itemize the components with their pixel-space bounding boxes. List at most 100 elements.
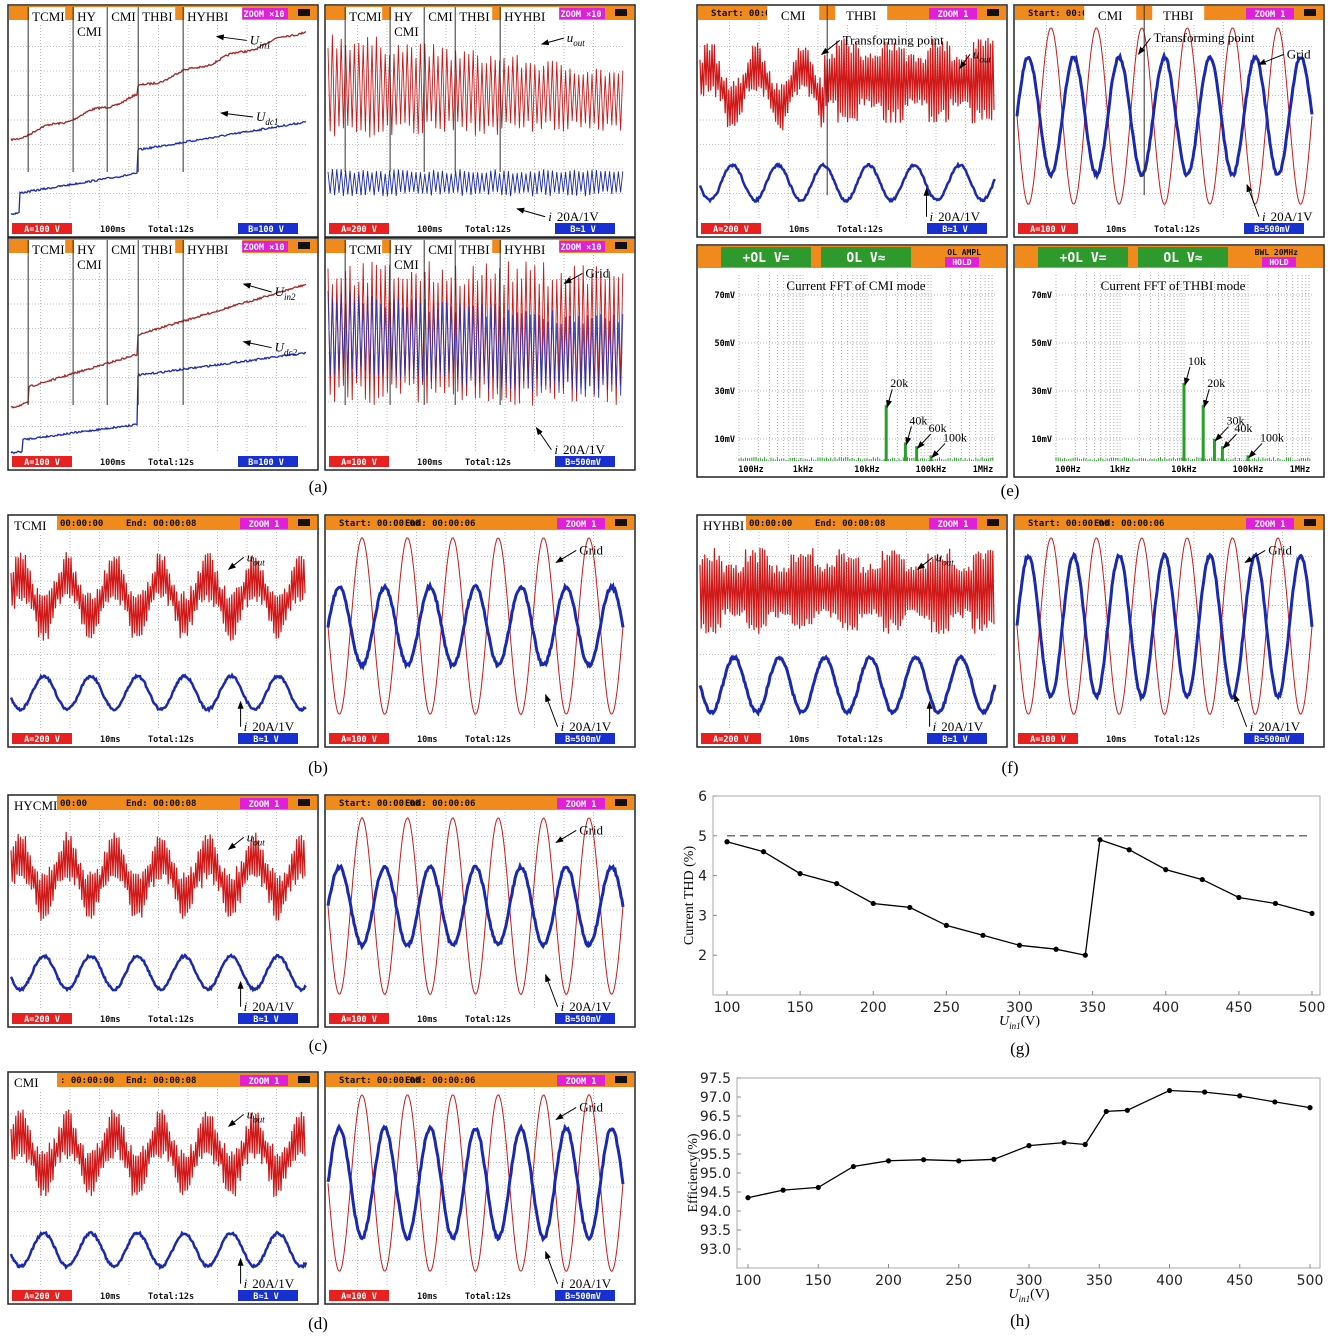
annotation: Grid <box>579 1099 603 1114</box>
zoom-text: ZOOM ×10 <box>244 10 285 20</box>
data-point <box>781 1188 786 1193</box>
status-text: 10ms <box>100 1292 120 1302</box>
status-text: Total:12s <box>465 1292 511 1302</box>
annotation: Grid <box>579 542 603 557</box>
data-point <box>1127 847 1132 852</box>
y-axis-label: Efficiency(%) <box>686 1133 701 1212</box>
fft-x-label: 100Hz <box>1055 465 1081 475</box>
annotation-note: 20A/1V <box>569 719 612 734</box>
data-point <box>816 1185 821 1190</box>
peak-label: 20k <box>1207 376 1225 390</box>
annotation: Grid <box>1287 46 1311 61</box>
readout: OL V≈ <box>1163 251 1202 266</box>
annotation-sub: dc1 <box>265 117 278 127</box>
annotation-note: 20A/1V <box>569 999 612 1014</box>
status-text: A=200 V <box>24 735 60 745</box>
mode-label: CMI <box>394 24 419 39</box>
fft-y-label: 10mV <box>715 435 735 445</box>
data-point <box>851 1164 856 1169</box>
scope-header-text: End: 00:00:06 <box>405 1076 475 1086</box>
fft-x-label: 100kHz <box>1233 465 1264 475</box>
annotation-note: 20A/1V <box>252 999 295 1014</box>
annotation-main: i <box>548 209 552 224</box>
annotation: i20A/1V <box>554 442 605 457</box>
mode-label: HYHBI <box>504 242 545 257</box>
annotation-main: Grid <box>579 542 603 557</box>
zoom-text: ZOOM 1 <box>566 1077 597 1087</box>
annotation-sub: out <box>573 38 585 48</box>
peak-label: 40k <box>909 413 927 427</box>
x-tick-label: 100 <box>735 1273 762 1289</box>
x-tick-label: 150 <box>805 1273 832 1289</box>
x-tick-label: 500 <box>1297 1273 1324 1289</box>
zoom-text: ZOOM 1 <box>938 520 969 530</box>
status-text: A=200 V <box>24 1015 60 1025</box>
fft-y-label: 30mV <box>1032 387 1052 397</box>
y-tick-label: 97.5 <box>700 1071 731 1087</box>
data-point <box>1097 837 1102 842</box>
fft-x-label: 100Hz <box>738 465 764 475</box>
annotation-note: 20A/1V <box>563 442 606 457</box>
fft-x-label: 10kHz <box>854 465 880 475</box>
panel-label: (g) <box>1010 1039 1030 1058</box>
mode-label: THBI <box>459 9 489 24</box>
x-tick-label: 350 <box>1079 1000 1106 1016</box>
mode-label: HYHBI <box>187 242 228 257</box>
annotation-main: Grid <box>585 265 609 280</box>
status-text: 10ms <box>100 735 120 745</box>
status-text: B≈1 V <box>253 1292 279 1302</box>
data-point <box>1062 1140 1067 1145</box>
peak-label: 20k <box>890 376 908 390</box>
x-tick-label: 250 <box>945 1273 972 1289</box>
status-text: 10ms <box>789 225 809 235</box>
annotation-main: Grid <box>579 822 603 837</box>
mode-label: TCMI <box>349 9 382 24</box>
data-point <box>871 901 876 906</box>
data-point <box>980 933 985 938</box>
annotation: i20A/1V <box>244 719 295 734</box>
annotation: i 20A/1V <box>933 719 984 734</box>
annotation: Transforming point <box>843 32 944 47</box>
annotation-main: i <box>1250 719 1254 734</box>
status-text: 100ms <box>417 225 443 235</box>
annotation: i20A/1V <box>244 999 295 1014</box>
scope-icon <box>615 799 627 806</box>
fft-tag: OL AMPL <box>947 248 981 257</box>
peak-label: 10k <box>1188 354 1206 368</box>
annotation-main: Transforming point <box>843 32 944 47</box>
zoom-text: ZOOM 1 <box>938 10 969 20</box>
x-axis-label: Uin1(V) <box>999 1014 1040 1031</box>
mode-label: HY <box>77 9 96 24</box>
scope-icon <box>615 9 627 16</box>
y-tick-label: 4 <box>698 869 707 885</box>
peak-label: 100k <box>943 430 967 444</box>
status-text: B≈500mV <box>1254 735 1290 745</box>
scope-icon <box>987 9 999 16</box>
status-text: 10ms <box>417 1292 437 1302</box>
annotation: Grid <box>579 822 603 837</box>
fft-x-label: 1MHz <box>1290 465 1310 475</box>
annotation-note: 20A/1V <box>941 719 984 734</box>
panel-label: (f) <box>1002 758 1019 777</box>
status-text: A=100 V <box>24 225 60 235</box>
y-tick-label: 96.0 <box>700 1128 731 1144</box>
status-text: 10ms <box>1106 735 1126 745</box>
mode-label: HY <box>77 242 96 257</box>
annotation: i20A/1V <box>561 999 612 1014</box>
annotation-main: i <box>561 719 565 734</box>
spectrum-peak <box>1247 455 1250 461</box>
annotation-sub: dc2 <box>284 348 297 358</box>
zoom-text: ZOOM 1 <box>566 520 597 530</box>
y-tick-label: 94.5 <box>700 1185 731 1201</box>
panel-label: (e) <box>1001 481 1020 500</box>
mode-label: CMI <box>77 257 102 272</box>
status-text: 10ms <box>789 735 809 745</box>
annotation: Grid <box>585 265 609 280</box>
scope-header-text: End: 00:00:08 <box>126 1076 196 1086</box>
scope-icon <box>615 242 627 249</box>
status-text: B≈500mV <box>565 1292 601 1302</box>
scope-icon <box>615 519 627 526</box>
x-tick-label: 350 <box>1086 1273 1113 1289</box>
mode-label: CMI <box>781 8 806 23</box>
annotation-main: i <box>933 719 937 734</box>
